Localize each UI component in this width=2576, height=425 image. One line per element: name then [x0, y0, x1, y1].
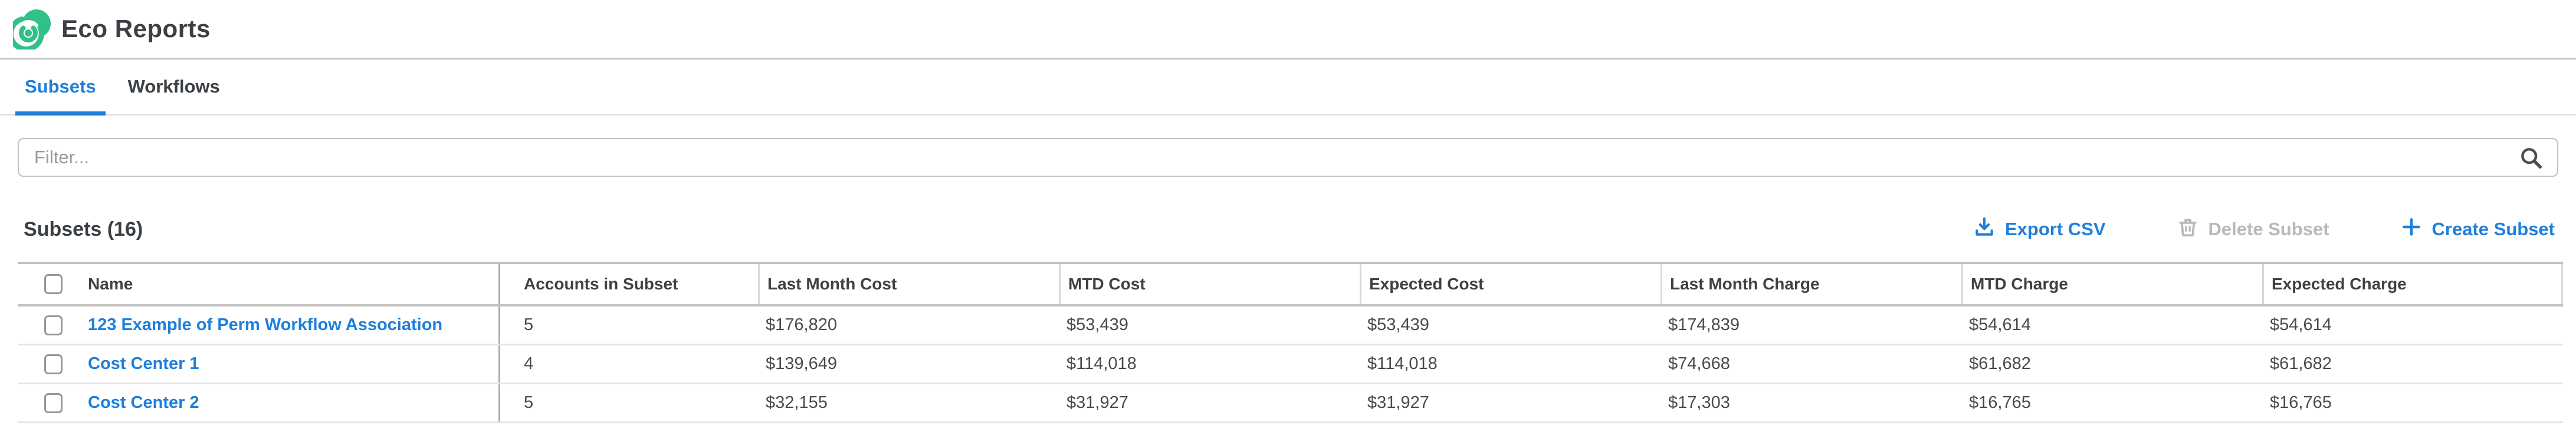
cell-mtd-charge: $61,682 [1969, 354, 2031, 373]
cell-last-month-cost: $176,820 [766, 315, 837, 334]
tab-workflows[interactable]: Workflows [127, 76, 220, 97]
cell-last-month-charge: $17,303 [1668, 393, 1730, 412]
subset-name-link[interactable]: Cost Center 1 [88, 354, 199, 373]
cell-expected-cost: $114,018 [1367, 354, 1438, 373]
subset-name-link[interactable]: Cost Center 2 [88, 393, 199, 412]
column-header-name-label: Name [88, 275, 133, 293]
cell-mtd-charge: $16,765 [1969, 393, 2031, 412]
cell-expected-charge: $61,682 [2270, 354, 2332, 373]
column-header-last-month-cost[interactable]: Last Month Cost [758, 264, 1059, 304]
table-header-row: Name Accounts in Subset Last Month Cost … [18, 264, 2563, 307]
cell-expected-cost: $53,439 [1367, 315, 1429, 334]
cell-mtd-cost: $31,927 [1067, 393, 1128, 412]
cell-last-month-cost: $139,649 [766, 354, 837, 373]
cell-mtd-cost: $53,439 [1067, 315, 1128, 334]
page-title: Eco Reports [61, 15, 211, 42]
cell-mtd-cost: $114,018 [1067, 354, 1137, 373]
cell-last-month-charge: $74,668 [1668, 354, 1730, 373]
cell-accounts-in-subset: 5 [498, 384, 758, 421]
cell-accounts-in-subset: 5 [498, 307, 758, 344]
cell-mtd-charge: $54,614 [1969, 315, 2031, 334]
column-header-accounts-in-subset[interactable]: Accounts in Subset [498, 264, 758, 304]
search-icon [2518, 145, 2544, 171]
row-checkbox[interactable] [44, 393, 63, 413]
create-subset-button[interactable]: Create Subset [2400, 216, 2555, 243]
section-bar: Subsets (16) Export CSV Delet [24, 216, 2555, 243]
eco-swirl-icon [8, 8, 51, 52]
column-header-expected-cost[interactable]: Expected Cost [1360, 264, 1661, 304]
column-header-last-month-charge[interactable]: Last Month Charge [1661, 264, 1961, 304]
name-cell: Cost Center 1 [18, 345, 498, 383]
table-row: Cost Center 2 5 $32,155 $31,927 $31,927 … [18, 384, 2563, 423]
filter-bar [18, 138, 2558, 177]
filter-input[interactable] [18, 138, 2558, 177]
cell-accounts-in-subset: 4 [498, 345, 758, 383]
name-cell: 123 Example of Perm Workflow Association [18, 307, 498, 344]
delete-subset-label: Delete Subset [2208, 219, 2329, 239]
export-csv-label: Export CSV [2004, 219, 2106, 239]
column-header-mtd-charge[interactable]: MTD Charge [1961, 264, 2262, 304]
cell-last-month-cost: $32,155 [766, 393, 828, 412]
row-checkbox[interactable] [44, 354, 63, 374]
table-actions: Export CSV Delete Subset Create Subset [1973, 216, 2555, 243]
trash-icon [2177, 216, 2199, 243]
cell-expected-cost: $31,927 [1367, 393, 1429, 412]
column-header-mtd-cost[interactable]: MTD Cost [1059, 264, 1360, 304]
tab-subsets[interactable]: Subsets [15, 60, 106, 116]
export-csv-button[interactable]: Export CSV [1973, 216, 2106, 243]
table-row: Cost Center 1 4 $139,649 $114,018 $114,0… [18, 345, 2563, 384]
plus-icon [2400, 216, 2423, 243]
create-subset-label: Create Subset [2431, 219, 2555, 239]
table-row: 123 Example of Perm Workflow Association… [18, 307, 2563, 345]
column-header-expected-charge[interactable]: Expected Charge [2262, 264, 2563, 304]
cell-expected-charge: $16,765 [2270, 393, 2332, 412]
app-header: Eco Reports [0, 0, 2576, 60]
subset-name-link[interactable]: 123 Example of Perm Workflow Association [88, 315, 443, 334]
row-checkbox[interactable] [44, 315, 63, 335]
delete-subset-button[interactable]: Delete Subset [2177, 216, 2329, 243]
section-title: Subsets (16) [24, 218, 143, 240]
cell-last-month-charge: $174,839 [1668, 315, 1740, 334]
select-all-checkbox[interactable] [44, 274, 63, 294]
subsets-table: Name Accounts in Subset Last Month Cost … [18, 262, 2563, 423]
tab-bar: Subsets Workflows [0, 60, 2576, 116]
cell-expected-charge: $54,614 [2270, 315, 2332, 334]
download-icon [1973, 216, 1996, 243]
name-cell: Cost Center 2 [18, 384, 498, 421]
column-header-name[interactable]: Name [18, 264, 498, 304]
